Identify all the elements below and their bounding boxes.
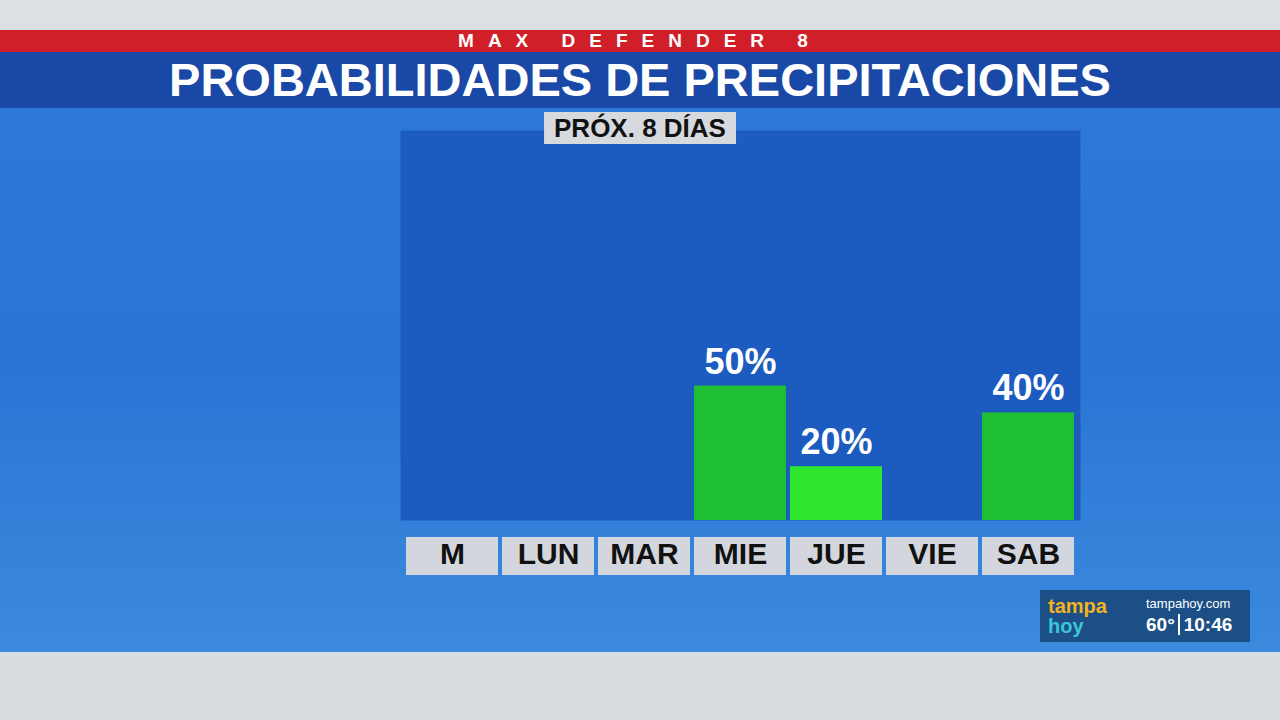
html-text:tampahoy.com: tampahoy.com: [1146, 596, 1231, 611]
html-text:60°: 60°: [1146, 614, 1175, 635]
svg-text:20%: 20%: [800, 421, 872, 462]
svg-text:40%: 40%: [992, 367, 1064, 408]
html-text:10:46: 10:46: [1183, 614, 1233, 635]
svg-text:MAR: MAR: [610, 537, 679, 570]
svg-text:JUE: JUE: [807, 537, 865, 570]
svg-text:50%: 50%: [704, 341, 776, 382]
svg-text:LUN: LUN: [518, 537, 580, 570]
svg-text:M: M: [440, 537, 465, 570]
html-text:MAX DEFENDER 8: MAX DEFENDER 8: [458, 30, 822, 51]
svg-text:SAB: SAB: [997, 537, 1060, 570]
html-text:hoy: hoy: [1048, 615, 1084, 637]
svg-text:MIE: MIE: [714, 537, 767, 570]
html-text:PROBABILIDADES DE PRECIPITACIO: PROBABILIDADES DE PRECIPITACIONES: [169, 53, 1111, 106]
html-text:tampa: tampa: [1048, 595, 1107, 617]
html-text:PRÓX. 8 DÍAS: PRÓX. 8 DÍAS: [554, 113, 726, 143]
svg-text:VIE: VIE: [908, 537, 956, 570]
